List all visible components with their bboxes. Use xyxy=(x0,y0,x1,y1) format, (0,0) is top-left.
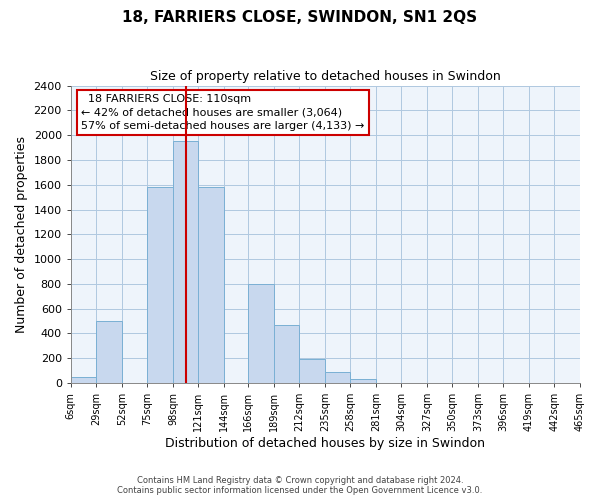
Bar xyxy=(199,187,224,383)
X-axis label: Distribution of detached houses by size in Swindon: Distribution of detached houses by size … xyxy=(166,437,485,450)
Bar xyxy=(299,360,325,383)
Text: 18, FARRIERS CLOSE, SWINDON, SN1 2QS: 18, FARRIERS CLOSE, SWINDON, SN1 2QS xyxy=(122,10,478,25)
Bar xyxy=(97,321,122,383)
Bar xyxy=(71,377,97,383)
Bar xyxy=(148,187,173,383)
Bar xyxy=(173,142,199,383)
Bar xyxy=(248,284,274,383)
Bar xyxy=(325,372,350,383)
Text: 18 FARRIERS CLOSE: 110sqm
← 42% of detached houses are smaller (3,064)
57% of se: 18 FARRIERS CLOSE: 110sqm ← 42% of detac… xyxy=(81,94,364,131)
Text: Contains HM Land Registry data © Crown copyright and database right 2024.
Contai: Contains HM Land Registry data © Crown c… xyxy=(118,476,482,495)
Title: Size of property relative to detached houses in Swindon: Size of property relative to detached ho… xyxy=(150,70,501,83)
Bar xyxy=(274,325,299,383)
Bar xyxy=(350,380,376,383)
Y-axis label: Number of detached properties: Number of detached properties xyxy=(15,136,28,333)
